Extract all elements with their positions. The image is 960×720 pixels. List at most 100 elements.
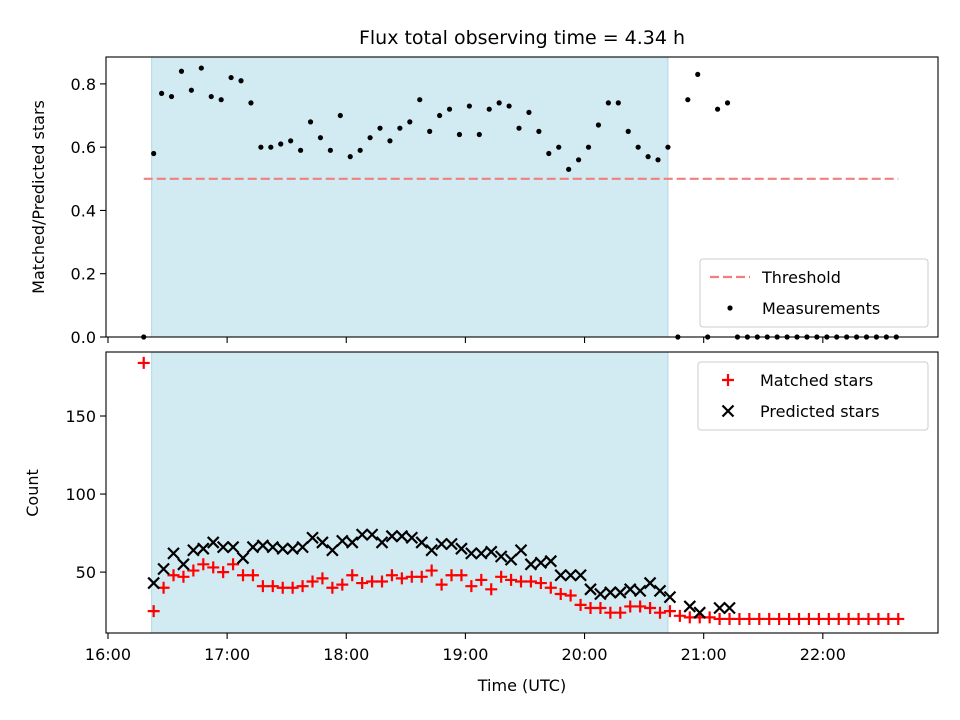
measurement-point — [228, 74, 234, 81]
predicted-stars-point — [375, 536, 389, 549]
matched-stars-point — [346, 569, 359, 582]
legend-label: Matched stars — [760, 371, 873, 390]
matched-stars-point — [544, 581, 557, 594]
measurement-point — [436, 112, 443, 119]
measurement-point — [367, 135, 373, 141]
measurement-point — [218, 97, 224, 103]
predicted-stars-point — [316, 536, 329, 549]
measurement-point — [317, 135, 324, 141]
measurement-point — [665, 144, 671, 150]
measurement-point — [327, 147, 333, 153]
legend-matched-swatch — [722, 374, 734, 386]
predicted-stars-point — [435, 537, 448, 551]
measurement-point — [178, 68, 185, 74]
matched-stars-point — [296, 580, 309, 593]
predicted-stars-point — [286, 542, 299, 555]
predicted-stars-point — [465, 547, 478, 560]
predicted-stars-point — [554, 568, 567, 582]
measurement-point — [575, 157, 582, 163]
matched-stars-point — [554, 587, 567, 600]
predicted-stars-point — [365, 528, 379, 541]
measurement-point — [377, 125, 383, 131]
predicted-stars-point — [296, 540, 309, 554]
x-tick-label: 16:00 — [85, 645, 131, 664]
matched-stars-point — [177, 570, 190, 583]
measurement-point — [268, 144, 274, 150]
matched-stars-point — [217, 566, 230, 579]
predicted-stars-point — [653, 584, 667, 598]
predicted-stars-point — [623, 583, 637, 596]
measurement-point — [427, 128, 433, 134]
matched-stars-point — [336, 578, 349, 591]
count-axes-frame — [105, 351, 939, 634]
matched-stars-point — [534, 577, 547, 590]
predicted-stars-point — [415, 536, 429, 549]
predicted-stars-point — [494, 550, 508, 563]
matched-stars-point — [594, 602, 607, 615]
measurement-point — [476, 131, 482, 138]
predicted-stars-point — [504, 553, 518, 566]
matched-stars-point — [306, 575, 319, 588]
measurement-point — [536, 128, 542, 134]
measurement-point — [337, 112, 343, 119]
predicted-stars-point — [514, 543, 528, 557]
matched-stars-point — [892, 612, 905, 625]
predicted-stars-point — [266, 540, 280, 554]
x-tick-label: 18:00 — [323, 645, 369, 664]
predicted-stars-point — [524, 558, 538, 571]
matched-stars-point — [246, 569, 259, 582]
matched-stars-point — [147, 605, 160, 618]
measurement-point — [407, 119, 413, 125]
measurement-point — [466, 103, 472, 109]
measurement-point — [546, 150, 552, 157]
ratio-legend-box — [699, 258, 929, 328]
measurement-point — [714, 106, 721, 112]
count-y-tick-label: 50 — [76, 563, 96, 582]
matched-stars-point — [415, 570, 428, 583]
measurement-point — [526, 109, 532, 115]
predicted-stars-point — [226, 540, 240, 554]
matched-stars-point — [455, 569, 468, 582]
measurement-point — [516, 125, 522, 131]
measurement-point — [238, 78, 244, 84]
predicted-stars-point — [584, 583, 597, 596]
predicted-stars-point — [405, 531, 419, 545]
predicted-stars-point — [693, 606, 706, 619]
measurement-point — [446, 106, 453, 112]
count-legend-box — [697, 361, 929, 431]
x-tick-label: 21:00 — [681, 645, 727, 664]
matched-stars-point — [673, 609, 686, 622]
ratio-y-tick-label: 0.2 — [71, 265, 96, 284]
matched-stars-point — [465, 580, 478, 593]
matched-stars-point — [663, 605, 676, 618]
count-series-0 — [137, 356, 905, 625]
matched-stars-point — [286, 581, 299, 594]
matched-stars-point — [654, 606, 667, 619]
ratio-panel: 0.0 0.2 0.4 0.6 0.8 Threshold Measurements — [71, 56, 939, 347]
matched-stars-point — [564, 589, 577, 602]
ratio-y-tick-label: 0.6 — [71, 138, 96, 157]
ratio-legend: Threshold Measurements — [699, 258, 929, 328]
measurement-point — [645, 154, 651, 160]
predicted-stars-point — [355, 528, 369, 541]
count-series-1 — [147, 528, 736, 619]
measurement-point — [695, 71, 701, 78]
measurement-point — [248, 100, 254, 106]
measurement-point — [151, 150, 157, 157]
predicted-stars-point — [306, 531, 319, 545]
ratio-observing-span — [151, 56, 669, 338]
legend-label: Threshold — [761, 268, 841, 287]
measurement-point — [198, 65, 204, 71]
x-tick-label: 20:00 — [561, 645, 607, 664]
predicted-stars-point — [475, 547, 488, 560]
measurement-point — [456, 131, 463, 138]
predicted-stars-point — [425, 543, 438, 557]
measurement-point — [496, 100, 502, 106]
measurement-point — [278, 141, 284, 147]
measurement-point — [307, 119, 314, 125]
x-tick-label: 17:00 — [204, 645, 250, 664]
matched-stars-point — [574, 598, 587, 611]
predicted-stars-point — [604, 586, 617, 599]
measurement-point — [158, 90, 165, 96]
